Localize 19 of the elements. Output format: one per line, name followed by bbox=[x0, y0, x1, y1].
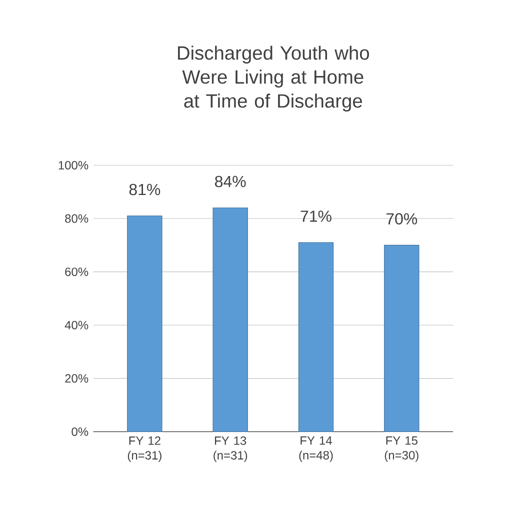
y-tick-label: 80% bbox=[64, 214, 88, 223]
y-tick-label: 40% bbox=[64, 320, 88, 330]
bar bbox=[298, 242, 334, 432]
y-tick-label: 20% bbox=[65, 374, 88, 383]
x-tick-label: FY 15 (n=30) bbox=[384, 436, 418, 462]
data-label: 70% bbox=[386, 213, 417, 224]
bar bbox=[126, 216, 162, 432]
y-tick-label: 60% bbox=[65, 268, 88, 276]
x-tick-label: FY 12 (n=31) bbox=[128, 436, 162, 462]
data-label: 71% bbox=[300, 210, 332, 222]
chart-title: Discharged Youth who Were Living at Home at Time of Discharge bbox=[178, 46, 369, 112]
bar bbox=[212, 208, 248, 432]
y-tick-label: 0% bbox=[72, 427, 88, 436]
data-label: 81% bbox=[129, 184, 160, 196]
x-tick-label: FY 14 (n=48) bbox=[299, 436, 333, 462]
data-label: 84% bbox=[214, 176, 246, 188]
y-tick-label: 100% bbox=[58, 160, 88, 170]
bar bbox=[384, 244, 420, 432]
x-tick-label: FY 13 (n=31) bbox=[213, 436, 247, 462]
